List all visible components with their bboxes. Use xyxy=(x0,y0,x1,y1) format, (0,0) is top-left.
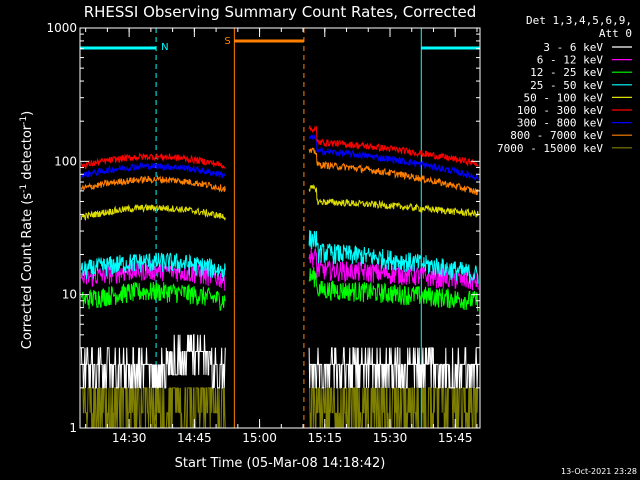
y-axis-label-end: ) xyxy=(20,111,35,116)
series-trace xyxy=(308,347,479,389)
series-trace xyxy=(80,161,226,180)
series-trace xyxy=(308,183,479,218)
legend-entry-label: 3 - 6 keV xyxy=(543,41,603,54)
series-trace xyxy=(80,152,226,170)
x-axis-label: Start Time (05-Mar-08 14:18:42) xyxy=(175,456,386,471)
series-trace xyxy=(308,125,479,168)
legend-entry-label: 300 - 800 keV xyxy=(517,117,603,130)
night-flag-label: N xyxy=(161,42,168,53)
y-tick-label: 1 xyxy=(69,421,77,435)
y-axis-label-sup2: -1 xyxy=(19,116,29,125)
series-trace xyxy=(80,281,226,312)
series-trace xyxy=(80,252,226,282)
y-axis: 1 10 100 1000 xyxy=(46,21,480,435)
x-tick-label: 14:30 xyxy=(112,431,147,445)
legend-header-line-2: Att 0 xyxy=(599,27,632,40)
legend-entry-label: 7000 - 15000 keV xyxy=(497,142,603,155)
legend-entry-label: 25 - 50 keV xyxy=(530,79,603,92)
x-tick-label: 15:00 xyxy=(242,431,277,445)
x-tick-label: 15:30 xyxy=(373,431,408,445)
x-tick-label: 15:15 xyxy=(307,431,342,445)
series-trace xyxy=(80,334,226,389)
y-tick-label: 100 xyxy=(54,154,77,168)
y-axis-label-mid: detector xyxy=(20,124,35,184)
y-tick-label: 10 xyxy=(62,288,77,302)
y-axis-label-sup1: -1 xyxy=(19,184,29,193)
series-trace xyxy=(80,203,226,221)
series-trace xyxy=(308,267,479,312)
series-trace xyxy=(308,133,479,182)
saa-flag-label: S xyxy=(224,36,230,47)
chart-title: RHESSI Observing Summary Count Rates, Co… xyxy=(84,3,477,21)
series-trace xyxy=(308,147,479,196)
y-axis-label-main: Corrected Count Rate (s xyxy=(20,193,35,350)
legend-entry-label: 12 - 25 keV xyxy=(530,66,603,79)
plot-frame xyxy=(79,27,481,429)
series-trace xyxy=(308,230,479,284)
legend-entry-label: 50 - 100 keV xyxy=(524,91,604,104)
legend-header-line-1: Det 1,3,4,5,6,9, xyxy=(526,14,632,27)
legend-entry-label: 100 - 300 keV xyxy=(517,104,603,117)
series-trace xyxy=(80,174,226,193)
legend-entry-label: 800 - 7000 keV xyxy=(510,129,603,142)
x-tick-label: 14:45 xyxy=(177,431,212,445)
y-tick-label: 1000 xyxy=(46,21,77,35)
footer-date: 13-Oct-2021 23:28 xyxy=(561,467,637,476)
x-tick-label: 15:45 xyxy=(438,431,473,445)
series-trace xyxy=(80,260,226,292)
legend-entry-label: 6 - 12 keV xyxy=(537,54,604,67)
y-axis-label: Corrected Count Rate (s-1 detector-1) xyxy=(19,111,35,349)
x-axis: 14:30 14:45 15:00 15:15 15:30 15:45 xyxy=(85,28,478,445)
